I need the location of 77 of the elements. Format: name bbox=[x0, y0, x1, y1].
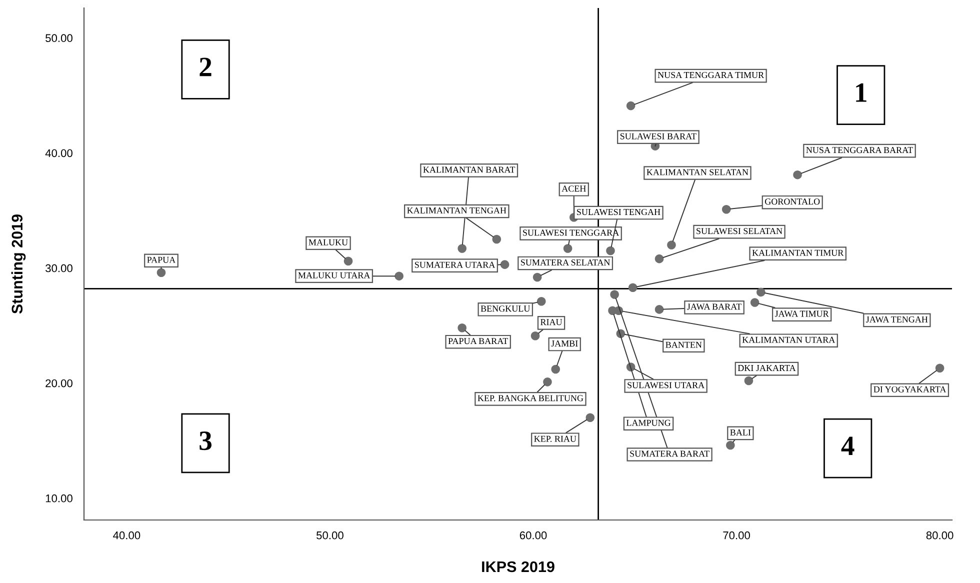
point bbox=[543, 378, 552, 386]
annotation: 1 bbox=[856, 83, 866, 102]
annotation: 3 bbox=[200, 431, 212, 450]
point bbox=[500, 260, 510, 269]
point bbox=[586, 413, 595, 422]
y-tick-label: 50.00 bbox=[46, 34, 72, 42]
x-tick-label: 60.00 bbox=[520, 531, 547, 540]
annotation: 4 bbox=[841, 436, 854, 455]
annotation: GORONTALO bbox=[765, 198, 820, 205]
annotation: KEP. BANGKA BELITUNG bbox=[478, 395, 584, 402]
point bbox=[530, 332, 540, 340]
annotation: MALUKU bbox=[308, 239, 348, 246]
point bbox=[750, 298, 760, 307]
point bbox=[626, 101, 636, 110]
annotation: KEP. RIAU bbox=[534, 436, 576, 442]
annotation: JAWA TIMUR bbox=[774, 310, 829, 317]
point bbox=[744, 376, 754, 386]
annotation: SUMATERA UTARA bbox=[415, 262, 496, 268]
annotation: KALIMANTAN SELATAN bbox=[646, 169, 748, 176]
annotation: ACEH bbox=[562, 186, 586, 192]
annotation: LAMPUNG bbox=[626, 420, 671, 426]
point bbox=[344, 256, 353, 266]
point bbox=[654, 305, 664, 314]
annotation: SUMATERA BARAT bbox=[630, 450, 710, 457]
point bbox=[722, 204, 731, 214]
x-tick-label: 50.00 bbox=[316, 531, 344, 540]
point bbox=[756, 288, 766, 297]
x-tick-label: 70.00 bbox=[723, 531, 750, 540]
annotation: KALIMANTAN TENGAH bbox=[407, 207, 506, 214]
annotation: BALI bbox=[730, 429, 751, 436]
y-tick-label: 30.00 bbox=[46, 264, 72, 272]
point bbox=[458, 244, 466, 253]
point bbox=[156, 268, 166, 278]
y-tick-label: 40.00 bbox=[45, 149, 72, 158]
annotation: KALIMANTAN UTARA bbox=[742, 336, 836, 343]
annotation: SULAWESI BARAT bbox=[620, 133, 696, 140]
point bbox=[935, 364, 944, 373]
annotation: KALIMANTAN BARAT bbox=[423, 166, 516, 173]
point bbox=[667, 240, 676, 250]
point bbox=[492, 234, 502, 244]
point bbox=[606, 246, 615, 256]
point bbox=[458, 323, 466, 332]
annotation: JAWA BARAT bbox=[687, 304, 742, 310]
y-tick-label: 20.00 bbox=[46, 379, 72, 388]
annotation: SUMATERA SELATAN bbox=[521, 259, 610, 266]
point bbox=[551, 364, 560, 374]
x-tick-label: 40.00 bbox=[113, 531, 140, 540]
annotation: NUSA TENGGARA BARAT bbox=[806, 147, 913, 154]
annotation: 2 bbox=[200, 58, 212, 76]
point bbox=[793, 170, 802, 180]
point bbox=[726, 440, 735, 450]
annotation: SULAWESI UTARA bbox=[628, 382, 705, 388]
y-axis-title: Stunting 2019 bbox=[11, 214, 26, 314]
annotation: RIAU bbox=[540, 319, 562, 326]
annotation: PAPUA bbox=[147, 256, 176, 263]
annotation: MALUKU UTARA bbox=[298, 272, 370, 278]
point bbox=[654, 254, 664, 264]
annotation: SULAWESI TENGAH bbox=[577, 208, 660, 216]
x-tick-label: 80.00 bbox=[926, 531, 954, 540]
y-tick-label: 10.00 bbox=[46, 494, 72, 502]
point bbox=[610, 290, 619, 299]
annotation: DKI JAKARTA bbox=[738, 364, 796, 372]
point bbox=[536, 297, 546, 306]
point bbox=[563, 244, 572, 253]
annotation: BENGKULU bbox=[480, 306, 530, 312]
annotation: JAMBI bbox=[551, 340, 578, 347]
annotation: BANTEN bbox=[666, 342, 702, 348]
annotation: NUSA TENGGARA TIMUR bbox=[658, 72, 764, 78]
annotation: JAWA TENGAH bbox=[866, 316, 928, 322]
annotation: SULAWESI SELATAN bbox=[696, 228, 782, 234]
point bbox=[628, 283, 638, 292]
annotation: DI YOGYAKARTA bbox=[874, 386, 946, 392]
annotation: PAPUA BARAT bbox=[448, 338, 508, 344]
x-axis-title: IKPS 2019 bbox=[482, 561, 554, 572]
point bbox=[532, 272, 542, 282]
annotation: KALIMANTAN TIMUR bbox=[752, 250, 844, 256]
point bbox=[394, 272, 404, 280]
